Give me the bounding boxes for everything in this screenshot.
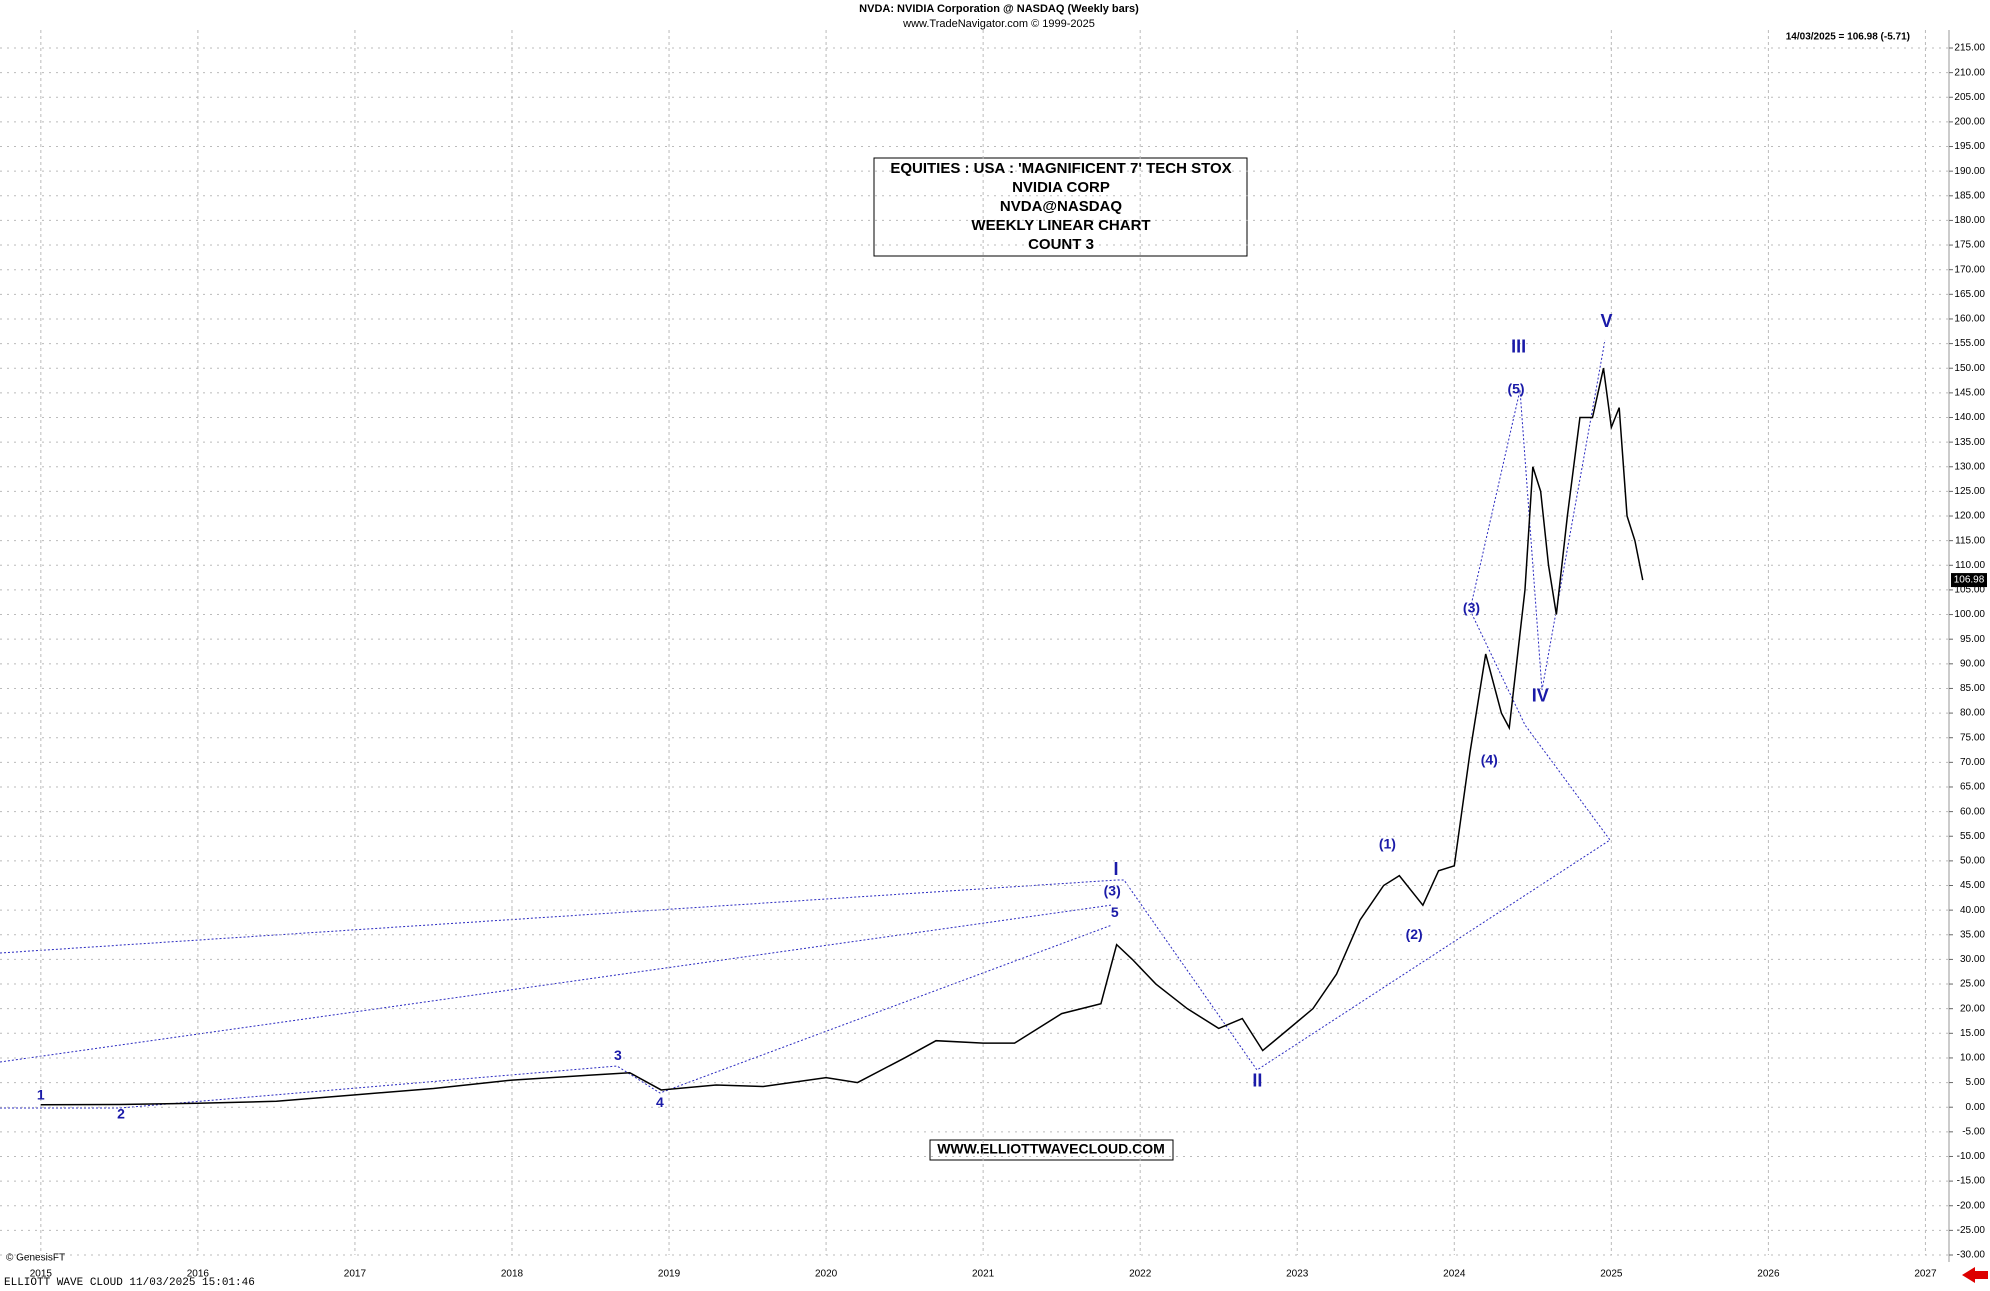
y-tick-label: 130.00 — [1954, 461, 1985, 472]
y-tick-label: -20.00 — [1957, 1200, 1986, 1211]
wave-label: I — [1114, 859, 1119, 879]
y-tick-label: 110.00 — [1955, 560, 1985, 571]
chart-title: NVDA: NVIDIA Corporation @ NASDAQ (Weekl… — [859, 3, 1139, 15]
y-tick-label: -30.00 — [1957, 1250, 1986, 1261]
y-tick-label: 75.00 — [1960, 732, 1985, 743]
price-line — [40, 368, 1644, 1106]
chart-subtitle: www.TradeNavigator.com © 1999-2025 — [902, 18, 1095, 30]
x-tick-label: 2024 — [1443, 1269, 1466, 1280]
y-tick-label: 55.00 — [1960, 831, 1985, 842]
y-tick-label: 40.00 — [1960, 905, 1985, 916]
y-tick-label: 180.00 — [1954, 215, 1985, 226]
y-tick-label: 185.00 — [1954, 190, 1985, 201]
wave-label: II — [1252, 1070, 1262, 1090]
wave-label: 4 — [656, 1094, 664, 1110]
wave-label: V — [1601, 311, 1613, 331]
wave-label: (5) — [1507, 381, 1524, 397]
x-tick-label: 2019 — [658, 1269, 681, 1280]
info-line: NVDA@NASDAQ — [1000, 198, 1122, 215]
x-tick-label: 2018 — [501, 1269, 524, 1280]
wave-label: 1 — [37, 1086, 45, 1102]
y-tick-label: 100.00 — [1954, 609, 1985, 620]
x-tick-label: 2023 — [1286, 1269, 1309, 1280]
x-tick-label: 2020 — [815, 1269, 838, 1280]
y-tick-label: 80.00 — [1960, 708, 1985, 719]
y-tick-label: 90.00 — [1960, 658, 1985, 669]
y-tick-label: 20.00 — [1960, 1003, 1985, 1014]
y-tick-label: 135.00 — [1954, 437, 1985, 448]
last-price-box — [1951, 573, 1987, 588]
x-tick-label: 2022 — [1129, 1269, 1152, 1280]
info-line: WEEKLY LINEAR CHART — [971, 217, 1150, 234]
x-tick-label: 2016 — [187, 1269, 210, 1280]
y-tick-label: -10.00 — [1957, 1151, 1986, 1162]
y-tick-label: 70.00 — [1960, 757, 1985, 768]
website-box — [929, 1139, 1174, 1161]
x-tick-label: 2026 — [1757, 1269, 1780, 1280]
copyright: © GenesisFT — [6, 1253, 65, 1264]
info-line: COUNT 3 — [1028, 236, 1094, 253]
y-tick-label: 0.00 — [1966, 1102, 1986, 1113]
x-tick-label: 2021 — [972, 1269, 995, 1280]
y-tick-label: 160.00 — [1954, 314, 1985, 325]
y-tick-label: 145.00 — [1954, 387, 1985, 398]
y-tick-label: 50.00 — [1960, 856, 1985, 867]
y-tick-label: 155.00 — [1954, 338, 1985, 349]
y-tick-label: 120.00 — [1954, 511, 1985, 522]
y-tick-label: 60.00 — [1960, 806, 1985, 817]
wave-label: 3 — [614, 1047, 622, 1063]
x-tick-label: 2017 — [344, 1269, 367, 1280]
y-tick-label: 25.00 — [1960, 979, 1985, 990]
x-tick-label: 2027 — [1914, 1269, 1937, 1280]
y-tick-label: 170.00 — [1954, 264, 1985, 275]
y-tick-label: 210.00 — [1954, 67, 1985, 78]
y-tick-label: 5.00 — [1966, 1077, 1986, 1088]
y-tick-label: 165.00 — [1954, 289, 1985, 300]
wave-label: (3) — [1104, 883, 1121, 899]
last-quote: 14/03/2025 = 106.98 (-5.71) — [1786, 32, 1910, 43]
y-tick-label: 190.00 — [1954, 166, 1985, 177]
scroll-arrow[interactable] — [1962, 1267, 1988, 1283]
y-tick-label: 85.00 — [1960, 683, 1985, 694]
y-tick-label: -5.00 — [1962, 1126, 1985, 1137]
y-tick-label: 125.00 — [1954, 486, 1985, 497]
y-tick-label: 15.00 — [1960, 1028, 1985, 1039]
y-tick-label: 10.00 — [1960, 1053, 1985, 1064]
wave-label: (3) — [1463, 600, 1480, 616]
website: WWW.ELLIOTTWAVECLOUD.COM — [937, 1141, 1165, 1157]
y-tick-label: 175.00 — [1954, 240, 1985, 251]
wave-label: (2) — [1406, 926, 1423, 942]
y-tick-label: 150.00 — [1954, 363, 1985, 374]
y-tick-label: 35.00 — [1960, 929, 1985, 940]
wave-label: 2 — [117, 1105, 125, 1121]
y-tick-label: 45.00 — [1960, 880, 1985, 891]
last-price-label: 106.98 — [1954, 575, 1985, 586]
y-tick-label: 105.00 — [1954, 585, 1985, 596]
y-tick-label: -25.00 — [1957, 1225, 1986, 1236]
footer: ELLIOTT WAVE CLOUD 11/03/2025 15:01:46 — [4, 1277, 255, 1289]
wave-lines — [0, 339, 1611, 1109]
wave-label: (4) — [1481, 751, 1498, 767]
x-tick-label: 2015 — [30, 1269, 53, 1280]
y-tick-label: 95.00 — [1960, 634, 1985, 645]
y-tick-label: 205.00 — [1954, 92, 1985, 103]
wave-label: III — [1511, 337, 1526, 357]
y-tick-label: 115.00 — [1955, 535, 1985, 546]
wave-label: 5 — [1111, 904, 1119, 920]
info-line: EQUITIES : USA : 'MAGNIFICENT 7' TECH ST… — [890, 160, 1231, 177]
x-tick-label: 2025 — [1600, 1269, 1623, 1280]
y-tick-label: 195.00 — [1954, 141, 1985, 152]
y-tick-label: 30.00 — [1960, 954, 1985, 965]
wave-label: (1) — [1379, 835, 1396, 851]
y-tick-label: -15.00 — [1957, 1176, 1986, 1187]
y-tick-label: 200.00 — [1954, 117, 1985, 128]
info-box — [873, 157, 1248, 257]
y-tick-label: 215.00 — [1954, 43, 1985, 54]
y-tick-label: 140.00 — [1954, 412, 1985, 423]
info-line: NVIDIA CORP — [1012, 179, 1110, 196]
wave-label: IV — [1532, 686, 1549, 706]
y-tick-label: 65.00 — [1960, 782, 1985, 793]
